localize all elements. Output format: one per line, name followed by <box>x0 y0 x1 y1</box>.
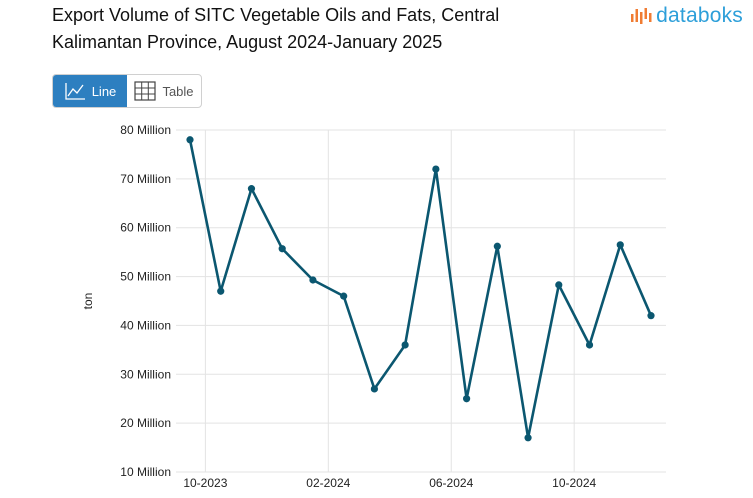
title-line-1: Export Volume of SITC Vegetable Oils and… <box>52 5 500 25</box>
y-tick-label: 10 Million <box>120 465 171 479</box>
data-point[interactable] <box>401 341 409 349</box>
data-point[interactable] <box>463 395 471 403</box>
chart-grid <box>176 129 666 473</box>
brand-bars-icon <box>631 8 652 24</box>
y-axis-label: ton <box>81 293 95 310</box>
line-view-label: Line <box>91 83 117 99</box>
title-line-2: Kalimantan Province, August 2024-January… <box>52 32 443 52</box>
data-point[interactable] <box>524 434 532 442</box>
data-point[interactable] <box>309 276 317 284</box>
y-tick-label: 20 Million <box>120 416 171 430</box>
y-tick-label: 80 Million <box>120 123 171 137</box>
view-toggle: Line Table <box>52 74 202 108</box>
table-view-label: Table <box>162 83 194 99</box>
data-point[interactable] <box>186 136 194 144</box>
y-tick-label: 60 Million <box>120 221 171 235</box>
x-tick-label: 06-2024 <box>429 476 473 490</box>
data-point[interactable] <box>585 341 594 349</box>
line-view-button[interactable]: Line <box>53 75 127 107</box>
x-tick-label: 10-2024 <box>552 476 596 490</box>
chart-title: Export Volume of SITC Vegetable Oils and… <box>52 2 572 56</box>
data-point[interactable] <box>432 165 440 173</box>
table-view-button[interactable]: Table <box>127 75 201 107</box>
table-grid-icon <box>134 81 157 101</box>
y-tick-label: 70 Million <box>120 172 171 186</box>
brand-name: databoks <box>656 4 743 27</box>
brand-logo[interactable]: databoks <box>630 3 743 29</box>
series-points <box>186 136 655 442</box>
data-point[interactable] <box>278 245 286 253</box>
data-point[interactable] <box>493 242 501 250</box>
data-point[interactable] <box>247 185 256 193</box>
data-point[interactable] <box>340 292 348 300</box>
y-tick-label: 40 Million <box>120 318 171 332</box>
series-line <box>188 139 653 440</box>
data-point[interactable] <box>370 385 378 393</box>
x-axis-ticks: 10-2023 02-2024 06-2024 10-2024 <box>183 476 596 490</box>
data-point[interactable] <box>616 241 624 249</box>
line-chart-icon <box>65 83 85 100</box>
y-axis-ticks: 10 Million 20 Million 30 Million 40 Million… <box>120 123 171 479</box>
y-tick-label: 30 Million <box>120 367 171 381</box>
x-tick-label: 02-2024 <box>306 476 350 490</box>
y-tick-label: 50 Million <box>120 270 171 284</box>
data-point[interactable] <box>217 287 225 295</box>
data-point[interactable] <box>555 281 563 289</box>
x-tick-label: 10-2023 <box>183 476 227 490</box>
data-point[interactable] <box>647 312 655 320</box>
